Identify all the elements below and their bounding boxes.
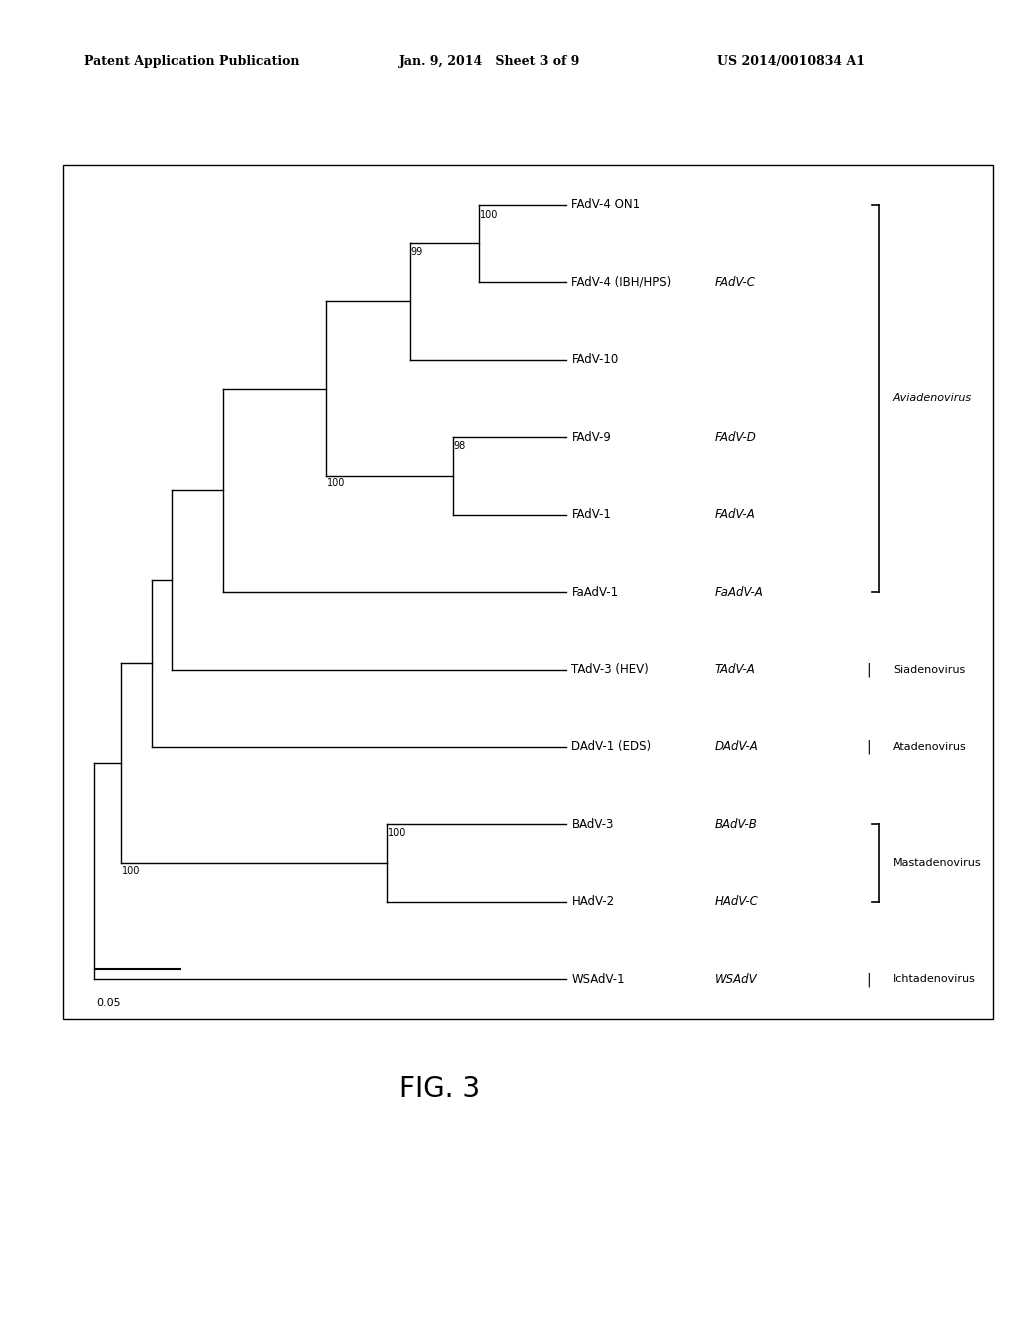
Text: Siadenovirus: Siadenovirus bbox=[893, 664, 966, 675]
Text: FAdV-10: FAdV-10 bbox=[571, 352, 618, 366]
Text: 100: 100 bbox=[388, 829, 407, 838]
Text: WSAdV: WSAdV bbox=[715, 973, 758, 986]
Text: 98: 98 bbox=[454, 441, 466, 451]
Text: Atadenovirus: Atadenovirus bbox=[893, 742, 967, 752]
Text: |: | bbox=[866, 973, 870, 986]
Text: HAdV-C: HAdV-C bbox=[715, 895, 759, 908]
Text: 0.05: 0.05 bbox=[96, 998, 121, 1008]
Text: Patent Application Publication: Patent Application Publication bbox=[84, 55, 299, 69]
Text: FAdV-A: FAdV-A bbox=[715, 508, 756, 521]
Text: FAdV-1: FAdV-1 bbox=[571, 508, 611, 521]
Text: TAdV-A: TAdV-A bbox=[715, 663, 756, 676]
Text: |: | bbox=[866, 663, 870, 677]
Text: Aviadenovirus: Aviadenovirus bbox=[893, 393, 972, 404]
Text: BAdV-B: BAdV-B bbox=[715, 818, 758, 832]
Text: Ichtadenovirus: Ichtadenovirus bbox=[893, 974, 976, 985]
Text: DAdV-A: DAdV-A bbox=[715, 741, 759, 754]
Text: HAdV-2: HAdV-2 bbox=[571, 895, 614, 908]
Text: US 2014/0010834 A1: US 2014/0010834 A1 bbox=[717, 55, 865, 69]
Text: FAdV-9: FAdV-9 bbox=[571, 430, 611, 444]
Text: FaAdV-A: FaAdV-A bbox=[715, 586, 764, 598]
Text: DAdV-1 (EDS): DAdV-1 (EDS) bbox=[571, 741, 651, 754]
Text: FAdV-D: FAdV-D bbox=[715, 430, 757, 444]
Text: 100: 100 bbox=[480, 210, 499, 220]
FancyBboxPatch shape bbox=[63, 165, 993, 1019]
Text: FAdV-4 (IBH/HPS): FAdV-4 (IBH/HPS) bbox=[571, 276, 672, 289]
Text: WSAdV-1: WSAdV-1 bbox=[571, 973, 625, 986]
Text: FAdV-4 ON1: FAdV-4 ON1 bbox=[571, 198, 641, 211]
Text: Jan. 9, 2014   Sheet 3 of 9: Jan. 9, 2014 Sheet 3 of 9 bbox=[399, 55, 581, 69]
Text: FIG. 3: FIG. 3 bbox=[399, 1074, 480, 1104]
Text: BAdV-3: BAdV-3 bbox=[571, 818, 613, 832]
Text: FaAdV-1: FaAdV-1 bbox=[571, 586, 618, 598]
Text: Mastadenovirus: Mastadenovirus bbox=[893, 858, 982, 869]
Text: 100: 100 bbox=[327, 478, 345, 488]
Text: |: | bbox=[866, 739, 870, 754]
Text: TAdV-3 (HEV): TAdV-3 (HEV) bbox=[571, 663, 649, 676]
Text: 100: 100 bbox=[122, 866, 140, 876]
Text: 99: 99 bbox=[411, 247, 423, 257]
Text: FAdV-C: FAdV-C bbox=[715, 276, 756, 289]
